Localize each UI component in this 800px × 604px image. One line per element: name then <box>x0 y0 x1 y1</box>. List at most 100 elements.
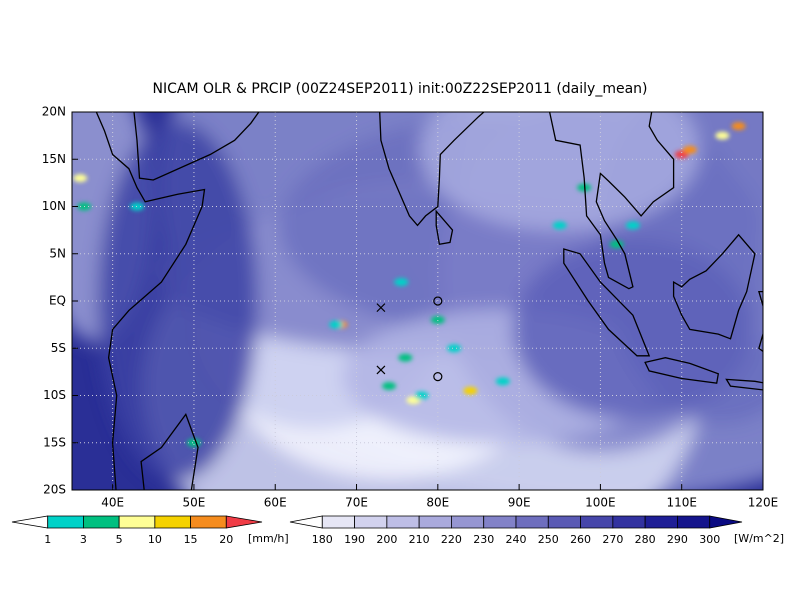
colorbar-label: 250 <box>538 533 559 546</box>
island <box>725 378 763 391</box>
colorbar-swatch <box>154 515 191 529</box>
map-area <box>72 112 763 490</box>
colorbar-unit: [W/m^2] <box>734 532 784 545</box>
precip-cell <box>625 221 640 230</box>
colorbar-swatch <box>547 515 581 529</box>
lon-label: 90E <box>508 496 531 510</box>
coastlines <box>95 112 763 490</box>
colorbar-unit: [mm/h] <box>248 532 289 545</box>
island <box>563 248 651 357</box>
lon-label: 120E <box>748 496 779 510</box>
precip-cell <box>329 320 344 329</box>
precip-cell <box>73 174 88 183</box>
colorbar-swatch <box>677 515 711 529</box>
cross-marker <box>376 365 386 375</box>
precip-cell <box>130 202 145 211</box>
island <box>644 357 720 384</box>
precip-cell <box>682 145 697 154</box>
colorbars: 1 3 5 10 15 20 [mm/h] 180 190 200 210 220 230 240 250 2… <box>11 515 784 546</box>
cloud <box>419 112 700 231</box>
colorbar-swatch <box>612 515 646 529</box>
colorbar-swatch <box>289 515 323 529</box>
island <box>435 209 454 246</box>
precip-cell <box>430 315 445 324</box>
coastline <box>548 112 675 290</box>
colorbar-swatch <box>83 515 120 529</box>
colorbar-swatch <box>451 515 485 529</box>
lat-label: 10N <box>42 199 66 213</box>
markers <box>376 296 443 382</box>
island <box>672 233 756 340</box>
graticule <box>72 112 763 490</box>
colorbar-swatch <box>386 515 420 529</box>
colorbar-swatch <box>354 515 388 529</box>
coastline <box>379 112 485 227</box>
colorbar-label: 20 <box>219 533 233 546</box>
cross-marker <box>376 303 386 313</box>
precip-cell <box>447 344 462 353</box>
precip-cell <box>414 391 429 400</box>
colorbar-label: 230 <box>473 533 494 546</box>
map-title: NICAM OLR & PRCIP (00Z24SEP2011) init:00… <box>152 81 647 97</box>
colorbar-swatch <box>483 515 517 529</box>
colorbar-label: 3 <box>80 533 87 546</box>
colorbar-label: 270 <box>602 533 623 546</box>
lon-label: 50E <box>183 496 206 510</box>
lon-label: 80E <box>426 496 449 510</box>
cloud <box>97 121 258 481</box>
lon-label: 70E <box>345 496 368 510</box>
colorbar-label: 240 <box>506 533 527 546</box>
lat-label: 15S <box>43 435 66 449</box>
colorbar-swatch <box>118 515 156 529</box>
lat-label: 20N <box>42 105 66 119</box>
precip-cell <box>731 122 746 131</box>
circle-marker <box>433 296 443 306</box>
lon-label: 60E <box>264 496 287 510</box>
precip-cell <box>463 386 478 395</box>
lat-label: 5N <box>49 246 66 260</box>
colorbar-swatch <box>644 515 678 529</box>
colorbar-swatch <box>11 515 49 529</box>
colorbar-label: 5 <box>116 533 123 546</box>
cloud <box>512 239 753 420</box>
lon-label: 40E <box>101 496 124 510</box>
colorbar-label: 1 <box>44 533 51 546</box>
lat-label: 20S <box>43 483 66 497</box>
lon-label: 110E <box>666 496 697 510</box>
colorbar-swatch <box>225 515 263 529</box>
colorbar-swatch <box>515 515 549 529</box>
colorbar-label: 15 <box>184 533 198 546</box>
precip-cell <box>495 377 510 386</box>
colorbar-label: 10 <box>148 533 162 546</box>
precip-cell <box>382 382 397 391</box>
colorbar-swatch <box>321 515 355 529</box>
precip-cell <box>394 278 409 287</box>
colorbar-swatch <box>580 515 614 529</box>
axes: 20N 15N 10N 5N EQ 5S 10S 15S 20S 40E 50E 60E 70E 80E 9… <box>42 105 779 510</box>
colorbar-swatch <box>709 515 743 529</box>
colorbar-swatch <box>418 515 452 529</box>
colorbar-label: 260 <box>570 533 591 546</box>
colorbar-swatch <box>47 515 84 529</box>
colorbar-label: 220 <box>441 533 462 546</box>
precip-cell <box>186 438 201 447</box>
colorbar-label: 190 <box>344 533 365 546</box>
circle-marker <box>433 372 443 382</box>
colorbar-swatch <box>190 515 227 529</box>
colorbar-label: 300 <box>699 533 720 546</box>
lat-label: EQ <box>49 294 66 308</box>
coastline <box>133 112 260 181</box>
precip-cell <box>552 221 567 230</box>
colorbar-label: 210 <box>409 533 430 546</box>
colorbar-label: 200 <box>376 533 397 546</box>
lat-label: 5S <box>51 341 66 355</box>
colorbar-label: 280 <box>635 533 656 546</box>
island <box>140 413 199 490</box>
coastline <box>95 112 206 490</box>
lat-label: 10S <box>43 388 66 402</box>
lat-label: 15N <box>42 152 66 166</box>
precip-cell <box>715 131 730 140</box>
colorbar-label: 290 <box>667 533 688 546</box>
lon-label: 100E <box>585 496 616 510</box>
